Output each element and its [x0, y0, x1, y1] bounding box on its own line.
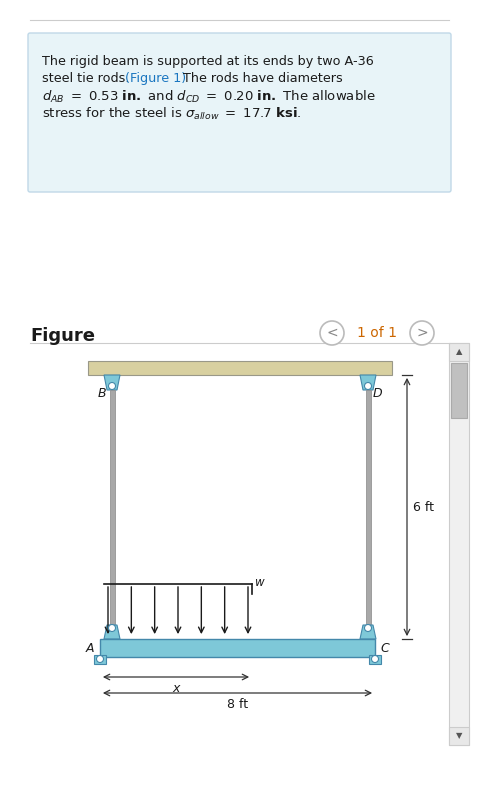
Bar — [451, 363, 467, 418]
Text: B: B — [98, 387, 107, 400]
Text: w: w — [255, 576, 264, 588]
Text: x: x — [172, 682, 180, 695]
Text: steel tie rods.: steel tie rods. — [42, 72, 134, 85]
Text: 8 ft: 8 ft — [227, 698, 248, 711]
Bar — [100, 639, 375, 657]
Bar — [94, 655, 106, 664]
Text: ▲: ▲ — [456, 348, 462, 357]
Bar — [366, 390, 371, 625]
Circle shape — [372, 655, 378, 663]
Circle shape — [109, 382, 115, 390]
Text: <: < — [326, 326, 338, 340]
Text: 1 of 1: 1 of 1 — [357, 326, 397, 340]
Circle shape — [365, 625, 372, 631]
Text: The rods have diameters: The rods have diameters — [179, 72, 343, 85]
Circle shape — [109, 625, 115, 631]
Polygon shape — [360, 375, 376, 390]
Polygon shape — [360, 625, 376, 639]
Bar — [110, 390, 115, 625]
Bar — [449, 727, 469, 745]
Text: ▼: ▼ — [456, 732, 462, 741]
FancyBboxPatch shape — [28, 33, 451, 192]
Circle shape — [365, 382, 372, 390]
Text: $d_{AB}$ $=$ 0.53 $\mathbf{in.}$ and $d_{CD}$ $=$ 0.20 $\mathbf{in.}$ The allowa: $d_{AB}$ $=$ 0.53 $\mathbf{in.}$ and $d_… — [42, 89, 376, 105]
Text: D: D — [373, 387, 383, 400]
Circle shape — [410, 321, 434, 345]
Circle shape — [320, 321, 344, 345]
Bar — [449, 343, 469, 745]
Circle shape — [96, 655, 103, 663]
Polygon shape — [104, 375, 120, 390]
Text: Figure: Figure — [30, 327, 95, 345]
Text: The rigid beam is supported at its ends by two A-36: The rigid beam is supported at its ends … — [42, 55, 374, 68]
Bar — [449, 343, 469, 361]
Text: (Figure 1): (Figure 1) — [125, 72, 186, 85]
Text: 6 ft: 6 ft — [413, 501, 434, 514]
Polygon shape — [104, 625, 120, 639]
Bar — [369, 655, 381, 664]
Text: >: > — [416, 326, 428, 340]
Text: C: C — [380, 642, 389, 654]
Bar — [88, 361, 392, 375]
Text: A: A — [86, 642, 94, 654]
Text: stress for the steel is $\sigma_{allow}$ $=$ 17.7 $\mathbf{ksi}$.: stress for the steel is $\sigma_{allow}$… — [42, 106, 301, 122]
